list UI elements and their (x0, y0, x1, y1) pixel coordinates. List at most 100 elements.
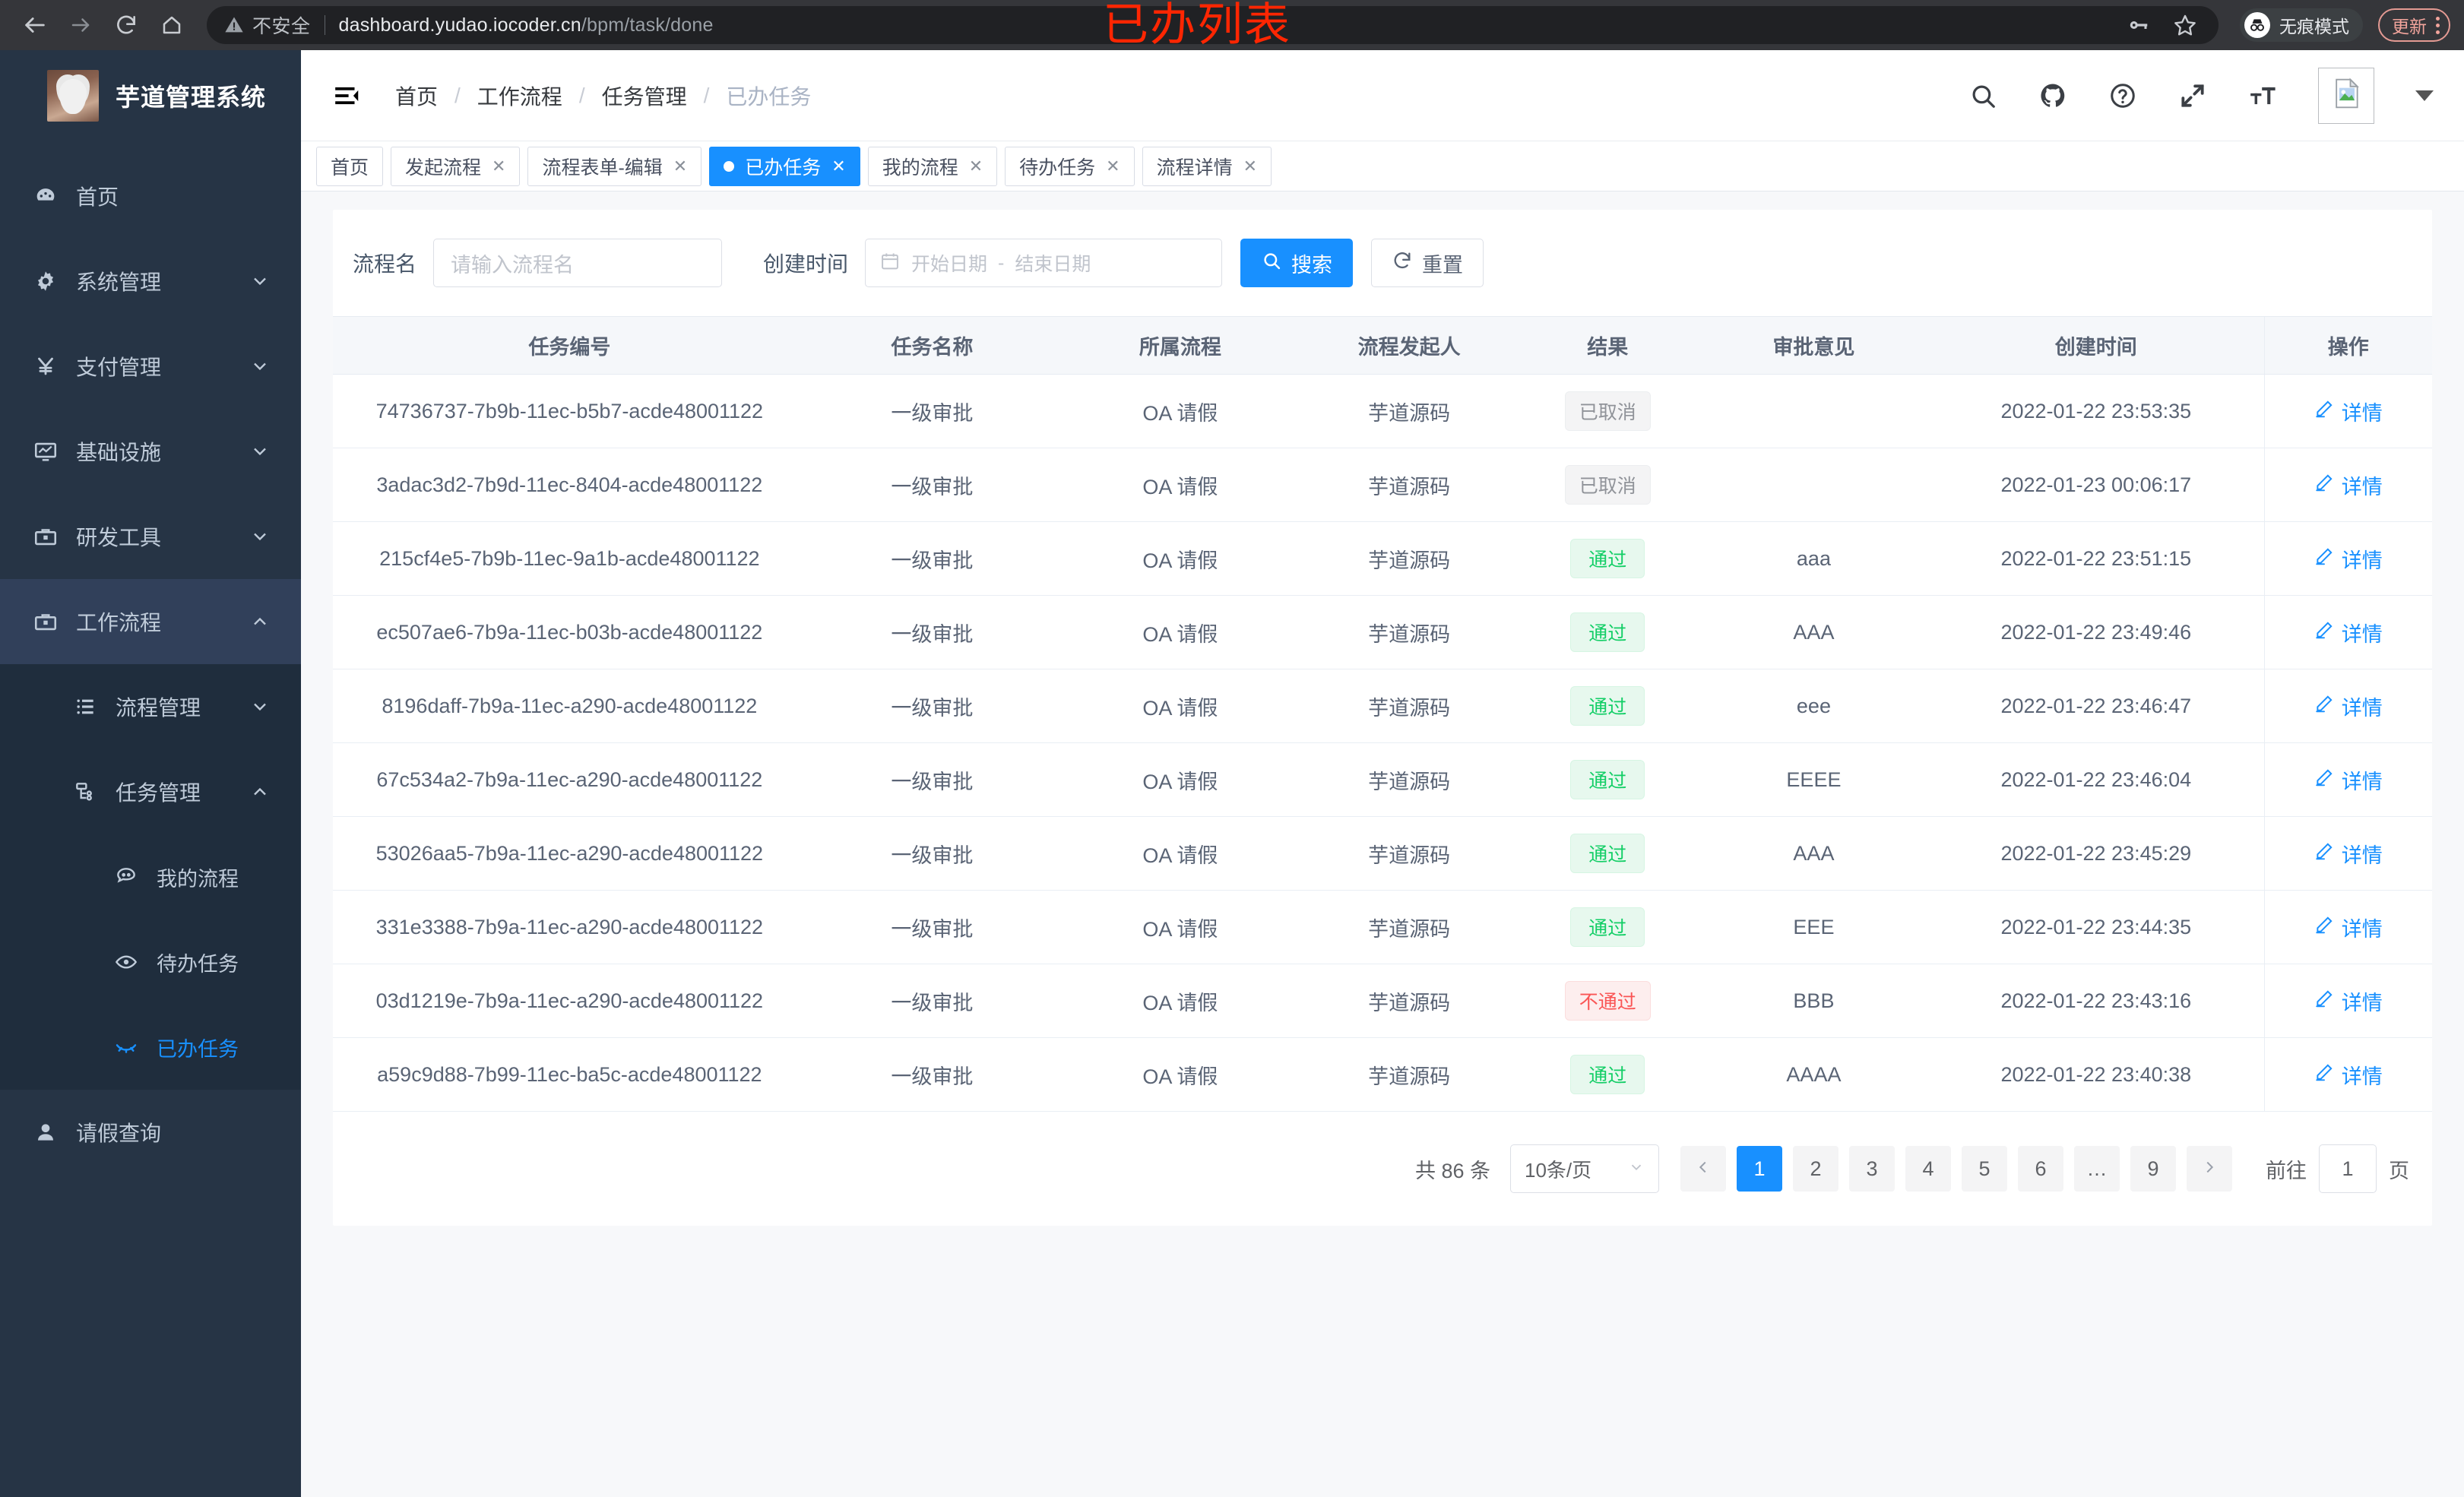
detail-link[interactable]: 详情 (2314, 913, 2383, 942)
fullscreen-icon[interactable] (2178, 81, 2207, 110)
status-badge: 已取消 (1564, 465, 1651, 505)
chrome-menu-icon[interactable] (2436, 16, 2440, 34)
detail-link[interactable]: 详情 (2314, 470, 2383, 500)
breadcrumb-item-2[interactable]: 任务管理 (601, 84, 687, 109)
home-icon[interactable] (150, 4, 193, 46)
brand[interactable]: 芋道管理系统 (0, 50, 301, 141)
tab-close-icon[interactable]: ✕ (1106, 156, 1120, 176)
detail-link[interactable]: 详情 (2314, 986, 2383, 1016)
tab-close-icon[interactable]: ✕ (492, 156, 506, 176)
tab-close-icon[interactable]: ✕ (1243, 156, 1258, 176)
cell-created-time: 2022-01-22 23:49:46 (1928, 595, 2264, 669)
pagination-ellipsis[interactable]: … (2074, 1146, 2120, 1192)
sidebar-item-home[interactable]: 首页 (0, 153, 301, 239)
detail-link[interactable]: 详情 (2314, 692, 2383, 721)
security-label: 不安全 (252, 16, 311, 37)
tab-close-icon[interactable]: ✕ (968, 156, 983, 176)
tab-done-task[interactable]: 已办任务 ✕ (709, 146, 860, 186)
search-icon[interactable] (1968, 81, 1997, 110)
warning-triangle-icon (223, 14, 245, 36)
pagination-page-6[interactable]: 6 (2018, 1146, 2063, 1192)
page-size-select[interactable]: 10条/页 (1510, 1144, 1659, 1193)
sidebar-item-leave-query[interactable]: 请假查询 (0, 1090, 301, 1175)
tab-my-process[interactable]: 我的流程 ✕ (867, 146, 998, 186)
github-icon[interactable] (2038, 81, 2067, 110)
incognito-label: 无痕模式 (2279, 17, 2349, 36)
cell-task-id: a59c9d88-7b99-11ec-ba5c-acde48001122 (333, 1037, 806, 1112)
password-key-icon[interactable] (2127, 14, 2150, 36)
tab-home[interactable]: 首页 (316, 146, 384, 186)
address-bar[interactable]: 不安全 dashboard.yudao.iocoder.cn/bpm/task/… (207, 6, 2219, 44)
pagination-next-button[interactable] (2187, 1146, 2232, 1192)
pagination-page-1[interactable]: 1 (1737, 1146, 1782, 1192)
process-name-input[interactable]: 请输入流程名 (433, 239, 723, 287)
back-arrow-icon[interactable] (14, 4, 56, 46)
hamburger-icon[interactable] (333, 81, 362, 110)
cell-process: OA 请假 (1058, 669, 1303, 743)
edit-pencil-icon (2314, 473, 2334, 498)
detail-link[interactable]: 详情 (2314, 397, 2383, 426)
sidebar-item-devtools[interactable]: 研发工具 (0, 494, 301, 579)
tab-process-form-edit[interactable]: 流程表单-编辑 ✕ (527, 146, 702, 186)
pagination-page-4[interactable]: 4 (1905, 1146, 1951, 1192)
sidebar-item-infrastructure[interactable]: 基础设施 (0, 409, 301, 494)
created-time-range-picker[interactable]: 开始日期 - 结束日期 (865, 239, 1223, 287)
chevron-up-icon (249, 781, 271, 802)
avatar[interactable] (2318, 67, 2374, 124)
chevron-down-icon[interactable] (2415, 90, 2434, 101)
sidebar-item-task-management[interactable]: 任务管理 (0, 749, 301, 834)
pagination-page-5[interactable]: 5 (1962, 1146, 2007, 1192)
status-badge: 通过 (1570, 907, 1645, 947)
detail-link-label: 详情 (2341, 991, 2383, 1014)
sidebar-item-payment[interactable]: 支付管理 (0, 324, 301, 409)
cell-initiator: 芋道源码 (1302, 595, 1516, 669)
search-button[interactable]: 搜索 (1240, 239, 1354, 287)
forward-arrow-icon[interactable] (59, 4, 102, 46)
tab-label: 流程详情 (1156, 157, 1233, 179)
bookmark-star-icon[interactable] (2173, 13, 2197, 37)
tab-todo-task[interactable]: 待办任务 ✕ (1005, 146, 1135, 186)
pagination-goto-input[interactable]: 1 (2319, 1144, 2377, 1193)
pagination-prev-button[interactable] (1680, 1146, 1726, 1192)
cell-operation: 详情 (2263, 521, 2432, 596)
detail-link[interactable]: 详情 (2314, 1060, 2383, 1090)
pagination-page-3[interactable]: 3 (1849, 1146, 1895, 1192)
tab-process-detail[interactable]: 流程详情 ✕ (1142, 146, 1272, 186)
sidebar-item-label: 流程管理 (116, 696, 201, 720)
detail-link[interactable]: 详情 (2314, 618, 2383, 647)
cell-created-time: 2022-01-22 23:51:15 (1928, 521, 2264, 596)
sidebar-item-process-management[interactable]: 流程管理 (0, 664, 301, 749)
incognito-indicator[interactable]: 无痕模式 (2240, 8, 2363, 42)
detail-link[interactable]: 详情 (2314, 765, 2383, 795)
detail-link[interactable]: 详情 (2314, 544, 2383, 574)
pagination-page-9[interactable]: 9 (2130, 1146, 2176, 1192)
pagination-page-2[interactable]: 2 (1793, 1146, 1838, 1192)
sidebar-item-done-task[interactable]: 已办任务 (0, 1005, 301, 1090)
reset-button[interactable]: 重置 (1371, 239, 1484, 287)
cell-task-id: ec507ae6-7b9a-11ec-b03b-acde48001122 (333, 595, 806, 669)
breadcrumb-item-1[interactable]: 工作流程 (477, 84, 562, 109)
sidebar-item-todo-task[interactable]: 待办任务 (0, 919, 301, 1005)
refresh-icon (1392, 250, 1413, 277)
detail-link-label: 详情 (2341, 917, 2383, 941)
table-row: ec507ae6-7b9a-11ec-b03b-acde48001122 一级审批… (333, 595, 2432, 669)
reload-icon[interactable] (105, 4, 147, 46)
font-size-icon[interactable] (2248, 81, 2277, 110)
tab-close-icon[interactable]: ✕ (673, 156, 688, 176)
column-header-task-id: 任务编号 (333, 316, 806, 375)
cell-task-name: 一级审批 (806, 669, 1059, 743)
detail-link-label: 详情 (2341, 475, 2383, 498)
tab-start-process[interactable]: 发起流程 ✕ (391, 146, 521, 186)
update-button[interactable]: 更新 (2378, 8, 2450, 42)
cell-result: 通过 (1515, 669, 1699, 743)
sidebar-item-my-process[interactable]: 我的流程 (0, 834, 301, 919)
tab-close-icon[interactable]: ✕ (831, 156, 846, 176)
breadcrumb-item-0[interactable]: 首页 (395, 84, 439, 109)
help-circle-icon[interactable] (2108, 81, 2137, 110)
sidebar-item-workflow[interactable]: 工作流程 (0, 579, 301, 664)
edit-pencil-icon (2314, 989, 2334, 1014)
sidebar-item-system[interactable]: 系统管理 (0, 239, 301, 324)
workflow-submenu: 流程管理 任务管理 (0, 664, 301, 1090)
cell-opinion (1699, 448, 1929, 522)
detail-link[interactable]: 详情 (2314, 839, 2383, 869)
